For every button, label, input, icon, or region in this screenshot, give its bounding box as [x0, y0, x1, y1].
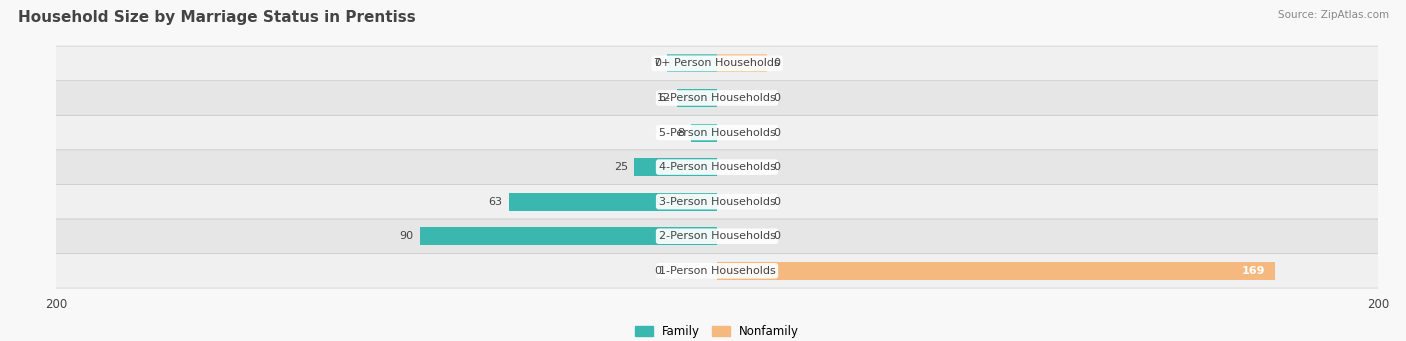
Text: 0: 0	[773, 231, 780, 241]
Text: 1-Person Households: 1-Person Households	[658, 266, 776, 276]
FancyBboxPatch shape	[0, 81, 1406, 115]
Text: 0: 0	[773, 162, 780, 172]
Bar	[419, 227, 717, 245]
Text: 0: 0	[654, 58, 661, 69]
Text: 90: 90	[399, 231, 413, 241]
FancyBboxPatch shape	[0, 184, 1406, 219]
Text: 63: 63	[488, 197, 502, 207]
FancyBboxPatch shape	[0, 150, 1406, 184]
Text: 7+ Person Households: 7+ Person Households	[654, 58, 780, 69]
Text: 4-Person Households: 4-Person Households	[658, 162, 776, 172]
Text: 25: 25	[614, 162, 628, 172]
Bar	[690, 123, 717, 142]
FancyBboxPatch shape	[0, 253, 1406, 288]
Text: 3-Person Households: 3-Person Households	[658, 197, 776, 207]
Legend: Family, Nonfamily: Family, Nonfamily	[630, 321, 804, 341]
FancyBboxPatch shape	[0, 46, 1406, 81]
Bar	[717, 55, 766, 72]
Text: 0: 0	[773, 197, 780, 207]
Bar	[509, 193, 717, 211]
Text: 2-Person Households: 2-Person Households	[658, 231, 776, 241]
Text: 0: 0	[773, 58, 780, 69]
Text: 12: 12	[657, 93, 671, 103]
Text: Household Size by Marriage Status in Prentiss: Household Size by Marriage Status in Pre…	[18, 10, 416, 25]
Text: 6-Person Households: 6-Person Households	[658, 93, 776, 103]
Text: 0: 0	[773, 128, 780, 137]
Bar	[634, 158, 717, 176]
FancyBboxPatch shape	[0, 219, 1406, 253]
Bar	[717, 262, 1275, 280]
Bar	[668, 55, 717, 72]
Text: 169: 169	[1241, 266, 1265, 276]
Text: 8: 8	[676, 128, 685, 137]
Text: 5-Person Households: 5-Person Households	[658, 128, 776, 137]
FancyBboxPatch shape	[0, 115, 1406, 150]
Bar	[678, 89, 717, 107]
Text: 0: 0	[773, 93, 780, 103]
Text: Source: ZipAtlas.com: Source: ZipAtlas.com	[1278, 10, 1389, 20]
Text: 0: 0	[654, 266, 661, 276]
